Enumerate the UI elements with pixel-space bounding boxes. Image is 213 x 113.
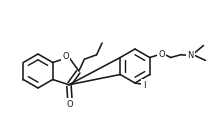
Text: O: O [63, 51, 69, 60]
Text: I: I [143, 81, 145, 90]
Text: O: O [158, 50, 165, 59]
Text: N: N [187, 51, 194, 59]
Text: O: O [67, 99, 73, 108]
